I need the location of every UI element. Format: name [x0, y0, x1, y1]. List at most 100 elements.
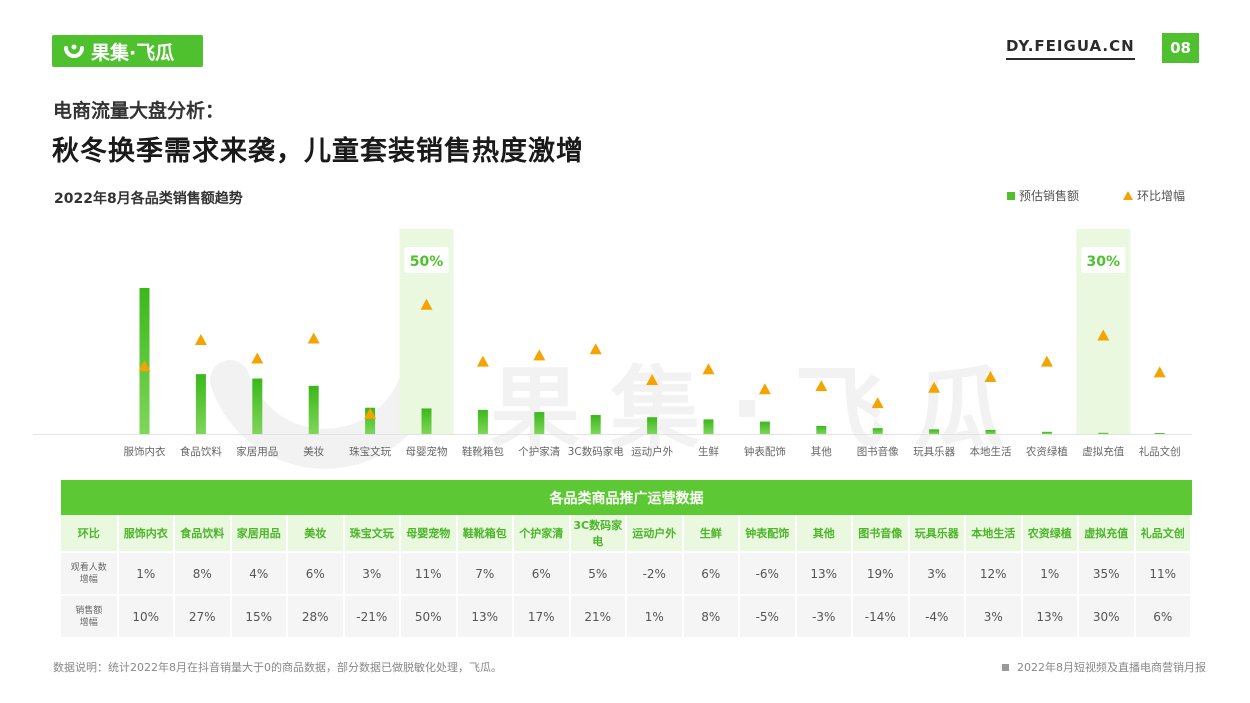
table-title: 各品类商品推广运营数据	[61, 480, 1192, 515]
x-tick-label-7: 个护家清	[518, 445, 560, 458]
bar-17	[1098, 432, 1109, 434]
report-square-icon	[1002, 663, 1009, 671]
table-cell: -5%	[739, 594, 797, 637]
column-header-17: 农资绿植	[1021, 515, 1079, 552]
table-row: 销售额 增幅 10% 27% 15% 28% -21% 50% 13% 17% 21% 1% 8% -5%…	[61, 594, 1192, 637]
growth-marker-8	[589, 343, 602, 355]
x-tick-label-16: 农资绿植	[1026, 445, 1068, 458]
legend-triangle-icon	[1123, 191, 1133, 200]
table-cell: -6%	[739, 551, 797, 595]
table-cell: 50%	[400, 594, 458, 637]
bar-2	[252, 378, 263, 434]
growth-marker-1	[194, 334, 207, 346]
highlight-label-box-1	[1081, 247, 1126, 273]
growth-marker-11	[758, 383, 771, 395]
promo-data-table: 各品类商品推广运营数据 环比 服饰内衣 食品饮料 家居用品 美妆 珠宝文玩 母婴宠物 鞋靴箱包…	[61, 480, 1192, 637]
table-cell: -21%	[343, 594, 401, 637]
row-label: 观看人数 增幅	[61, 551, 119, 595]
table-cell: 6%	[682, 551, 740, 595]
page-number: 08	[1162, 33, 1199, 63]
highlight-label-1: 30%	[1087, 254, 1121, 270]
growth-marker-2	[251, 352, 264, 364]
table-cell: -14%	[852, 594, 910, 637]
column-header-3: 家居用品	[230, 515, 288, 552]
table-cell: 1%	[626, 594, 684, 637]
report-label: 2022年8月短视频及直播电商营销月报	[1017, 661, 1206, 674]
bar-3	[308, 385, 319, 434]
x-tick-label-1: 食品饮料	[180, 445, 222, 458]
page-title: 秋冬换季需求来袭，儿童套装销售热度激增	[52, 136, 584, 167]
row-label-line1: 观看人数	[70, 562, 107, 573]
table-cell: 35%	[1078, 551, 1136, 595]
logo: 果集·飞瓜	[52, 35, 203, 67]
table-cell: 5%	[569, 551, 627, 595]
growth-marker-15	[984, 370, 997, 382]
column-header-12: 钟表配饰	[739, 515, 797, 552]
growth-marker-6	[476, 355, 489, 367]
sales-trend-chart: 果集·飞瓜 50% 30% 服饰内衣 食品饮料 家居用品 美妆 珠宝文玩 母婴宠物 鞋靴箱包 个护家…	[33, 229, 1192, 469]
table-cell: 7%	[456, 551, 514, 595]
growth-marker-18	[1153, 366, 1166, 378]
row-label: 销售额 增幅	[61, 594, 119, 637]
highlight-label-box-0	[404, 247, 449, 273]
page-subtitle: 电商流量大盘分析：	[53, 100, 225, 122]
column-header-15: 玩具乐器	[908, 515, 966, 552]
growth-marker-12	[815, 380, 828, 392]
table-body: 观看人数 增幅 1% 8% 4% 6% 3% 11% 7% 6% 5% -2% 6% -6% 13% 19% 3…	[61, 551, 1192, 637]
table-cell: 8%	[174, 551, 232, 595]
growth-marker-5	[420, 298, 433, 310]
x-tick-label-8: 3C数码家电	[568, 445, 625, 458]
x-tick-label-11: 钟表配饰	[744, 445, 786, 458]
column-header-16: 本地生活	[965, 515, 1023, 552]
table-cell: 21%	[569, 594, 627, 637]
growth-marker-4	[364, 407, 377, 419]
bar-11	[759, 421, 770, 434]
growth-marker-10	[702, 363, 715, 375]
table-cell: 11%	[400, 551, 458, 595]
legend-growth-label: 环比增幅	[1137, 189, 1186, 203]
column-header-10: 运动户外	[626, 515, 684, 552]
column-header-2: 食品饮料	[174, 515, 232, 552]
table-cell: 17%	[513, 594, 571, 637]
x-tick-label-18: 礼品文创	[1139, 445, 1181, 458]
table-cell: 13%	[1021, 594, 1079, 637]
column-header-13: 其他	[795, 515, 853, 552]
table-cell: 13%	[456, 594, 514, 637]
bar-14	[929, 429, 940, 434]
x-tick-label-4: 珠宝文玩	[349, 445, 391, 458]
x-tick-label-15: 本地生活	[970, 445, 1012, 458]
bar-9	[647, 417, 658, 434]
highlight-label-0: 50%	[410, 254, 444, 270]
table-cell: 19%	[852, 551, 910, 595]
legend-growth: 环比增幅	[1123, 187, 1185, 204]
column-header-5: 珠宝文玩	[343, 515, 401, 552]
x-tick-label-0: 服饰内衣	[124, 445, 166, 458]
table-cell: -3%	[795, 594, 853, 637]
site-url[interactable]: DY.FEIGUA.CN	[1006, 37, 1135, 60]
x-tick-label-14: 玩具乐器	[913, 446, 955, 458]
table-cell: -2%	[626, 551, 684, 595]
watermark-text: 果集·飞瓜	[490, 357, 1034, 462]
column-header-19: 礼品文创	[1134, 515, 1192, 552]
legend-sales: 预估销售额	[1007, 187, 1079, 204]
logo-text: 果集·飞瓜	[91, 41, 175, 64]
data-note: 数据说明：统计2022年8月在抖音销量大于0的商品数据，部分数据已做脱敏化处理，…	[53, 661, 502, 674]
legend-sales-label: 预估销售额	[1019, 189, 1080, 203]
feigua-logo-icon	[64, 44, 84, 58]
growth-marker-0	[138, 360, 151, 372]
column-header-4: 美妆	[287, 515, 345, 552]
table-cell: 13%	[795, 551, 853, 595]
table-cell: 27%	[174, 594, 232, 637]
table-cell: 3%	[965, 594, 1023, 637]
table-cell: 30%	[1078, 594, 1136, 637]
bar-4	[365, 407, 376, 434]
column-header-0: 环比	[61, 515, 119, 552]
x-tick-label-6: 鞋靴箱包	[462, 445, 504, 458]
growth-marker-16	[1040, 355, 1053, 367]
x-tick-label-17: 虚拟充值	[1082, 445, 1124, 458]
bar-12	[816, 425, 827, 434]
table-header-row: 环比 服饰内衣 食品饮料 家居用品 美妆 珠宝文玩 母婴宠物 鞋靴箱包 个护家清 3C数码家电 运动…	[61, 515, 1192, 552]
column-header-8: 个护家清	[513, 515, 571, 552]
column-header-18: 虚拟充值	[1078, 515, 1136, 552]
bar-8	[590, 415, 601, 434]
